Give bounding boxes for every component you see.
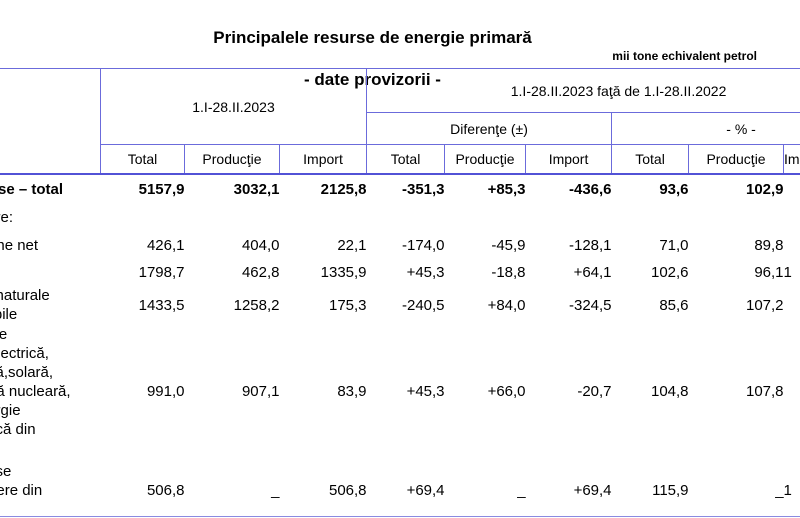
value-cell: +64,1: [573, 264, 612, 281]
header-pct-total: Total: [611, 144, 690, 175]
value-cell: 102,9: [745, 181, 784, 198]
value-cell: 83,9: [337, 383, 367, 400]
value-cell: [784, 286, 800, 325]
value-cell: [526, 205, 612, 231]
value-cell: 175,3: [328, 296, 367, 314]
value-cell: 85,6: [659, 296, 689, 314]
value-cell: 506,8: [328, 481, 367, 499]
value-cell: +69,4: [573, 481, 612, 499]
value-cell: 5157,9: [138, 181, 185, 198]
title-line1: Principalele resurse de energie primară: [213, 28, 532, 47]
value-cell: 1798,7: [138, 264, 185, 281]
value-cell: 96,1: [754, 264, 784, 281]
value-cell: _: [271, 481, 280, 499]
value-cell: 1433,5: [138, 296, 185, 314]
value-cell: [367, 205, 445, 231]
value-cell: -45,9: [491, 236, 526, 254]
value-cell: [784, 231, 800, 260]
value-cell: 1258,2: [233, 296, 280, 314]
value-cell: 2125,8: [320, 181, 367, 198]
header-pct-productie: Producţie: [688, 144, 785, 175]
value-cell: +69,4: [406, 481, 445, 499]
value-cell: +45,3: [406, 264, 445, 281]
value-cell: -18,8: [491, 264, 526, 281]
corner-header-cell: [0, 68, 101, 175]
value-cell: +45,3: [406, 383, 445, 400]
value-cell: _: [517, 481, 526, 499]
row-label: Resurse – total: [0, 181, 64, 198]
header-percent: - % -: [611, 112, 800, 145]
value-cell: [445, 205, 526, 231]
value-cell: -174,0: [401, 236, 445, 254]
header-diff-import: Import: [525, 144, 613, 175]
row-label: din care:: [0, 209, 14, 226]
value-cell: 506,8: [146, 481, 185, 499]
header-differences: Diferenţe (±): [366, 112, 613, 145]
header-diff-total: Total: [366, 144, 446, 175]
row-label: Cărbune net: [0, 236, 39, 254]
value-cell: +85,3: [487, 181, 526, 198]
value-cell: -324,5: [568, 296, 612, 314]
value-cell: 71,0: [659, 236, 689, 254]
row-label: Energie hidroelectrică, eoliană,solară, …: [0, 326, 71, 438]
value-cell: [280, 205, 367, 231]
value-cell: 107,8: [745, 383, 784, 400]
header-current-total: Total: [100, 144, 185, 175]
table-row-resurse-total: Resurse – total 5157,9 3032,1 2125,8 -35…: [0, 174, 800, 205]
value-cell: 3032,1: [233, 181, 280, 198]
value-cell: 404,0: [241, 236, 280, 254]
value-cell: [612, 205, 689, 231]
unit-note: mii tone echivalent petrol: [612, 49, 757, 63]
header-period-current: 1.I-28.II.2023: [99, 68, 368, 145]
value-cell: 102,6: [650, 264, 689, 281]
table-row-din-care: din care:: [0, 205, 800, 231]
value-cell: 426,1: [146, 236, 185, 254]
table-row-energie: Energie hidroelectrică, eoliană,solară, …: [0, 325, 800, 459]
value-cell: -240,5: [401, 296, 445, 314]
value-cell: -128,1: [568, 236, 612, 254]
value-cell: 907,1: [241, 383, 280, 400]
value-cell: 1: [783, 264, 792, 281]
value-cell: +66,0: [487, 383, 526, 400]
row-label: Produse petroliere din import: [0, 462, 43, 499]
row-label: Ţiţei: [0, 260, 101, 286]
energy-resources-table: 1.I-28.II.2023 1.I-28.II.2023 faţă de 1.…: [0, 68, 800, 518]
table-row-gaze-naturale: Gaze naturale utilizabile 1433,5 1258,2 …: [0, 286, 800, 325]
value-cell: -436,6: [568, 181, 612, 198]
value-cell: 104,8: [650, 383, 689, 400]
value-cell: [784, 174, 800, 205]
row-label: Gaze naturale utilizabile: [0, 287, 50, 323]
table-row-carbune-net: Cărbune net 426,1 404,0 22,1 -174,0 -45,…: [0, 231, 800, 260]
value-cell: 1335,9: [320, 264, 367, 281]
value-cell: -20,7: [577, 383, 612, 400]
table-row-produse-petroliere: Produse petroliere din import 506,8 _ 50…: [0, 459, 800, 518]
table-row-titei: Ţiţei 1798,7 462,8 1335,9 +45,3 -18,8 +6…: [0, 260, 800, 286]
value-cell: 115,9: [652, 481, 689, 499]
value-cell: _: [775, 481, 784, 499]
value-cell: +84,0: [487, 296, 526, 314]
header-pct-import: Import: [783, 144, 800, 175]
value-cell: [101, 205, 185, 231]
value-cell: [689, 205, 784, 231]
value-cell: [185, 205, 280, 231]
value-cell: 22,1: [337, 236, 367, 254]
value-cell: [784, 205, 800, 231]
bottom-rule: [0, 516, 800, 517]
value-cell: -351,3: [401, 181, 445, 198]
value-cell: 107,2: [745, 296, 784, 314]
value-cell: 462,8: [241, 264, 280, 281]
value-cell: 89,8: [754, 236, 784, 254]
header-current-import: Import: [278, 144, 368, 175]
value-cell: 93,6: [659, 181, 689, 198]
value-cell: 991,0: [146, 383, 185, 400]
value-cell: 1: [783, 481, 792, 499]
value-cell: [784, 325, 800, 459]
header-comparison: 1.I-28.II.2023 faţă de 1.I-28.II.2022: [366, 68, 800, 113]
header-current-productie: Producţie: [184, 144, 280, 175]
header-diff-productie: Producţie: [444, 144, 527, 175]
